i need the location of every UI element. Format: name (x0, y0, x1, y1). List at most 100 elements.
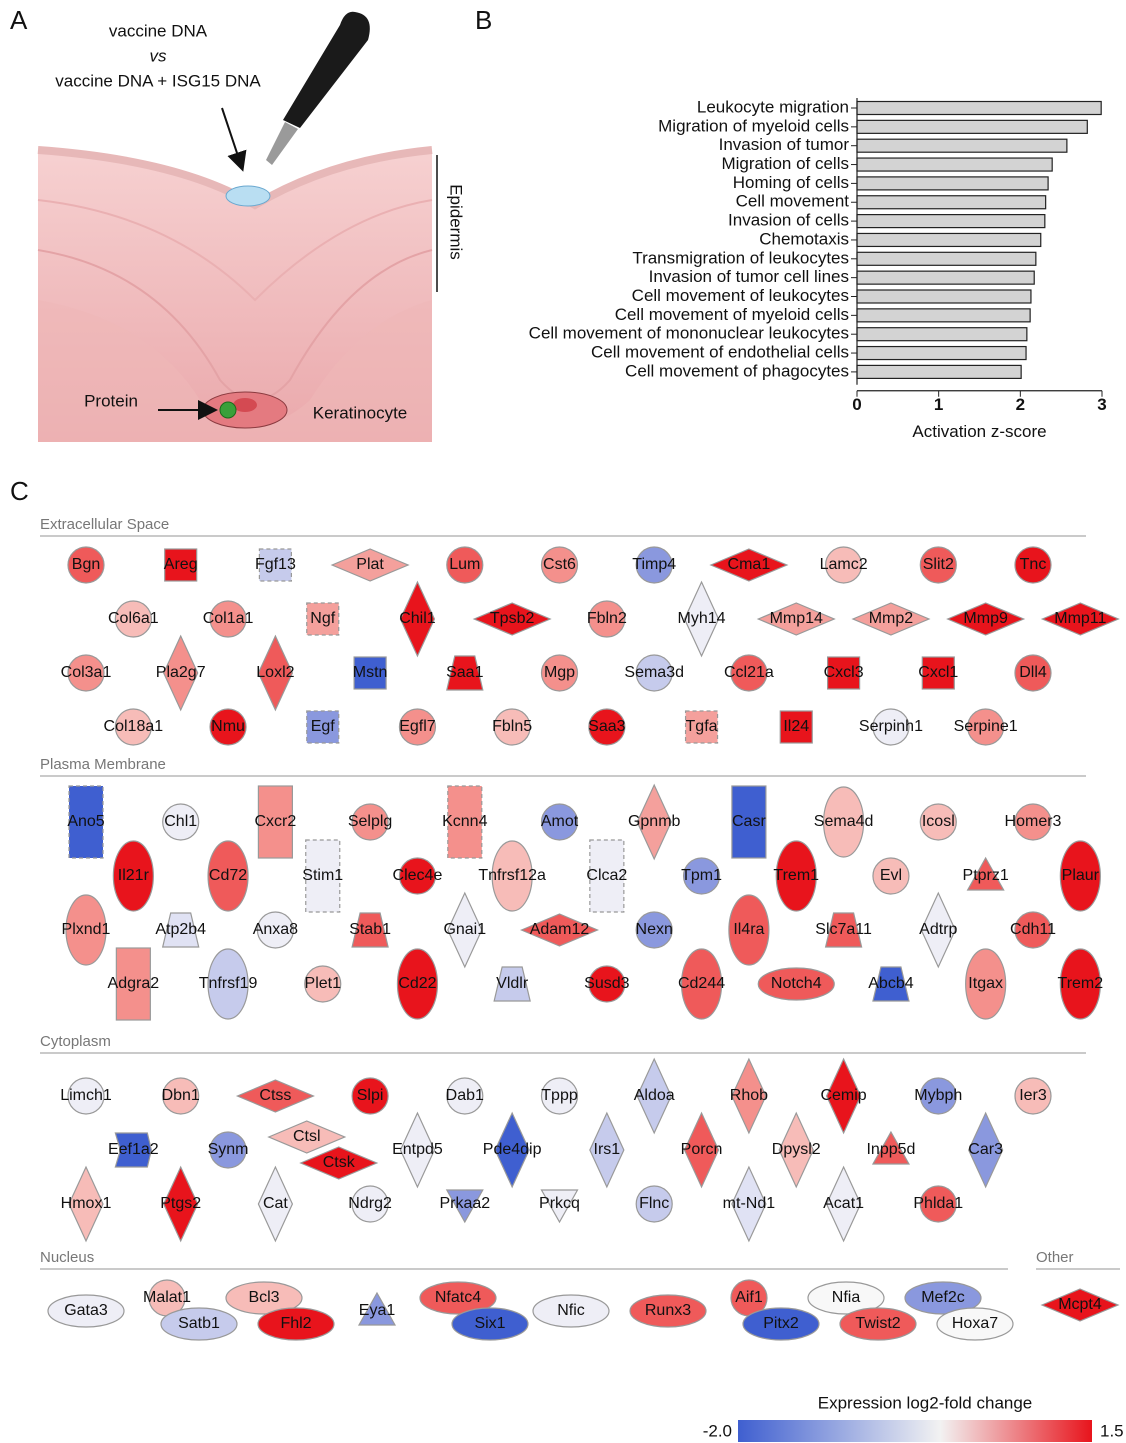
gene-label: Limch1 (60, 1087, 112, 1104)
panel-label: A (10, 5, 28, 35)
gene-label: Phlda1 (913, 1195, 963, 1212)
gene-label: Mmp9 (963, 610, 1008, 627)
gene-label: Adgra2 (108, 975, 160, 992)
gene-label: Kcnn4 (442, 813, 487, 830)
category-label: Leukocyte migration (697, 97, 849, 116)
gene-label: Cd244 (678, 975, 725, 992)
bar (857, 252, 1036, 265)
panel-label: B (475, 5, 492, 35)
gene-label: Chil1 (399, 610, 436, 627)
gene-label: Prkaa2 (439, 1195, 490, 1212)
gene-label: Fgf13 (255, 556, 296, 573)
gene-label: Car3 (968, 1141, 1003, 1158)
gene-label: Rhob (730, 1087, 768, 1104)
gene-label: Cma1 (728, 556, 771, 573)
gene-label: Gata3 (64, 1302, 108, 1319)
bar (857, 139, 1067, 152)
gene-label: Tgfa (686, 718, 718, 735)
category-label: Invasion of tumor cell lines (649, 267, 849, 286)
gene-label: Dll4 (1019, 664, 1047, 681)
gene-label: Plet1 (305, 975, 342, 992)
caption: vaccine DNA (109, 21, 208, 40)
gene-label: Tpm1 (681, 867, 722, 884)
gene-label: Satb1 (178, 1315, 220, 1332)
gene-label: Amot (541, 813, 579, 830)
gene-label: Vldlr (496, 975, 529, 992)
gene-label: Selplg (348, 813, 392, 830)
bar (857, 120, 1087, 133)
gene-label: Fbln5 (492, 718, 532, 735)
gene-label: Gnai1 (443, 921, 486, 938)
gene-label: Il4ra (733, 921, 764, 938)
colorbar (738, 1420, 1092, 1442)
gene-label: Mcpt4 (1058, 1296, 1102, 1313)
category-label: Invasion of tumor (719, 135, 850, 154)
gene-label: Tppp (541, 1087, 578, 1104)
category-label: Cell movement of leukocytes (632, 286, 849, 305)
gene-label: Col3a1 (61, 664, 112, 681)
gene-label: Prkcq (539, 1195, 580, 1212)
panel-label: C (10, 476, 29, 506)
gene-label: Pla2g7 (156, 664, 206, 681)
gene-label: Cd72 (209, 867, 247, 884)
x-axis-title: Activation z-score (912, 422, 1046, 441)
gene-label: Col6a1 (108, 610, 159, 627)
bar (857, 215, 1045, 228)
gene-label: Adam12 (530, 921, 590, 938)
gene-label: Runx3 (645, 1302, 691, 1319)
gene-label: Twist2 (855, 1315, 900, 1332)
bar (857, 347, 1026, 360)
gene-label: Ngf (310, 610, 335, 627)
colorbar-tick-label: 1.5 (1100, 1421, 1124, 1440)
gene-label: Homer3 (1005, 813, 1062, 830)
gene-label: Saa3 (588, 718, 625, 735)
category-label: Cell movement of myeloid cells (615, 305, 849, 324)
gene-label: Pitx2 (763, 1315, 799, 1332)
colorbar-title: Expression log2-fold change (818, 1393, 1033, 1412)
section-title: Extracellular Space (40, 516, 169, 533)
section-title: Plasma Membrane (40, 756, 166, 773)
gene-label: Six1 (474, 1315, 505, 1332)
category-label: Migration of myeloid cells (658, 116, 849, 135)
gene-label: Cst6 (543, 556, 576, 573)
layer-label: Epidermis (447, 184, 466, 260)
bar (857, 158, 1052, 171)
bar (857, 309, 1030, 322)
gene-label: Timp4 (632, 556, 676, 573)
gene-label: Mmp11 (1054, 610, 1106, 627)
gene-label: Cxcl3 (824, 664, 864, 681)
gene-label: Clca2 (586, 867, 627, 884)
gene-label: Cemip (820, 1087, 866, 1104)
gene-label: Col18a1 (104, 718, 164, 735)
gene-label: Acat1 (823, 1195, 864, 1212)
gene-label: Slpi (357, 1087, 384, 1104)
caption: vs (150, 46, 168, 65)
gene-label: Trem2 (1058, 975, 1104, 992)
gene-label: Entpd5 (392, 1141, 443, 1158)
gene-label: Tnfrsf12a (478, 867, 546, 884)
x-tick-label: 0 (852, 395, 861, 414)
gene-label: Pde4dip (483, 1141, 542, 1158)
gene-label: Synm (208, 1141, 249, 1158)
section-title: Nucleus (40, 1249, 94, 1266)
category-label: Cell movement of mononuclear leukocytes (529, 324, 849, 343)
category-label: Migration of cells (721, 154, 849, 173)
gene-label: Mmp2 (869, 610, 914, 627)
gene-label: Nexn (636, 921, 673, 938)
gene-label: Ccl21a (724, 664, 774, 681)
gene-label: Trem1 (773, 867, 819, 884)
gene-label: Chl1 (164, 813, 197, 830)
category-label: Homing of cells (733, 173, 849, 192)
gene-label: Abcb4 (868, 975, 913, 992)
gene-label: Clec4e (393, 867, 443, 884)
gene-label: Adtrp (919, 921, 957, 938)
gene-label: Mybph (914, 1087, 962, 1104)
x-tick-label: 3 (1097, 395, 1106, 414)
gene-label: Dbn1 (162, 1087, 200, 1104)
gene-label: Saa1 (446, 664, 483, 681)
bar (857, 102, 1101, 115)
gene-label: Casr (732, 813, 766, 830)
category-label: Cell movement of phagocytes (625, 361, 849, 380)
gene-label: Fbln2 (587, 610, 627, 627)
gene-label: Inpp5d (866, 1141, 915, 1158)
